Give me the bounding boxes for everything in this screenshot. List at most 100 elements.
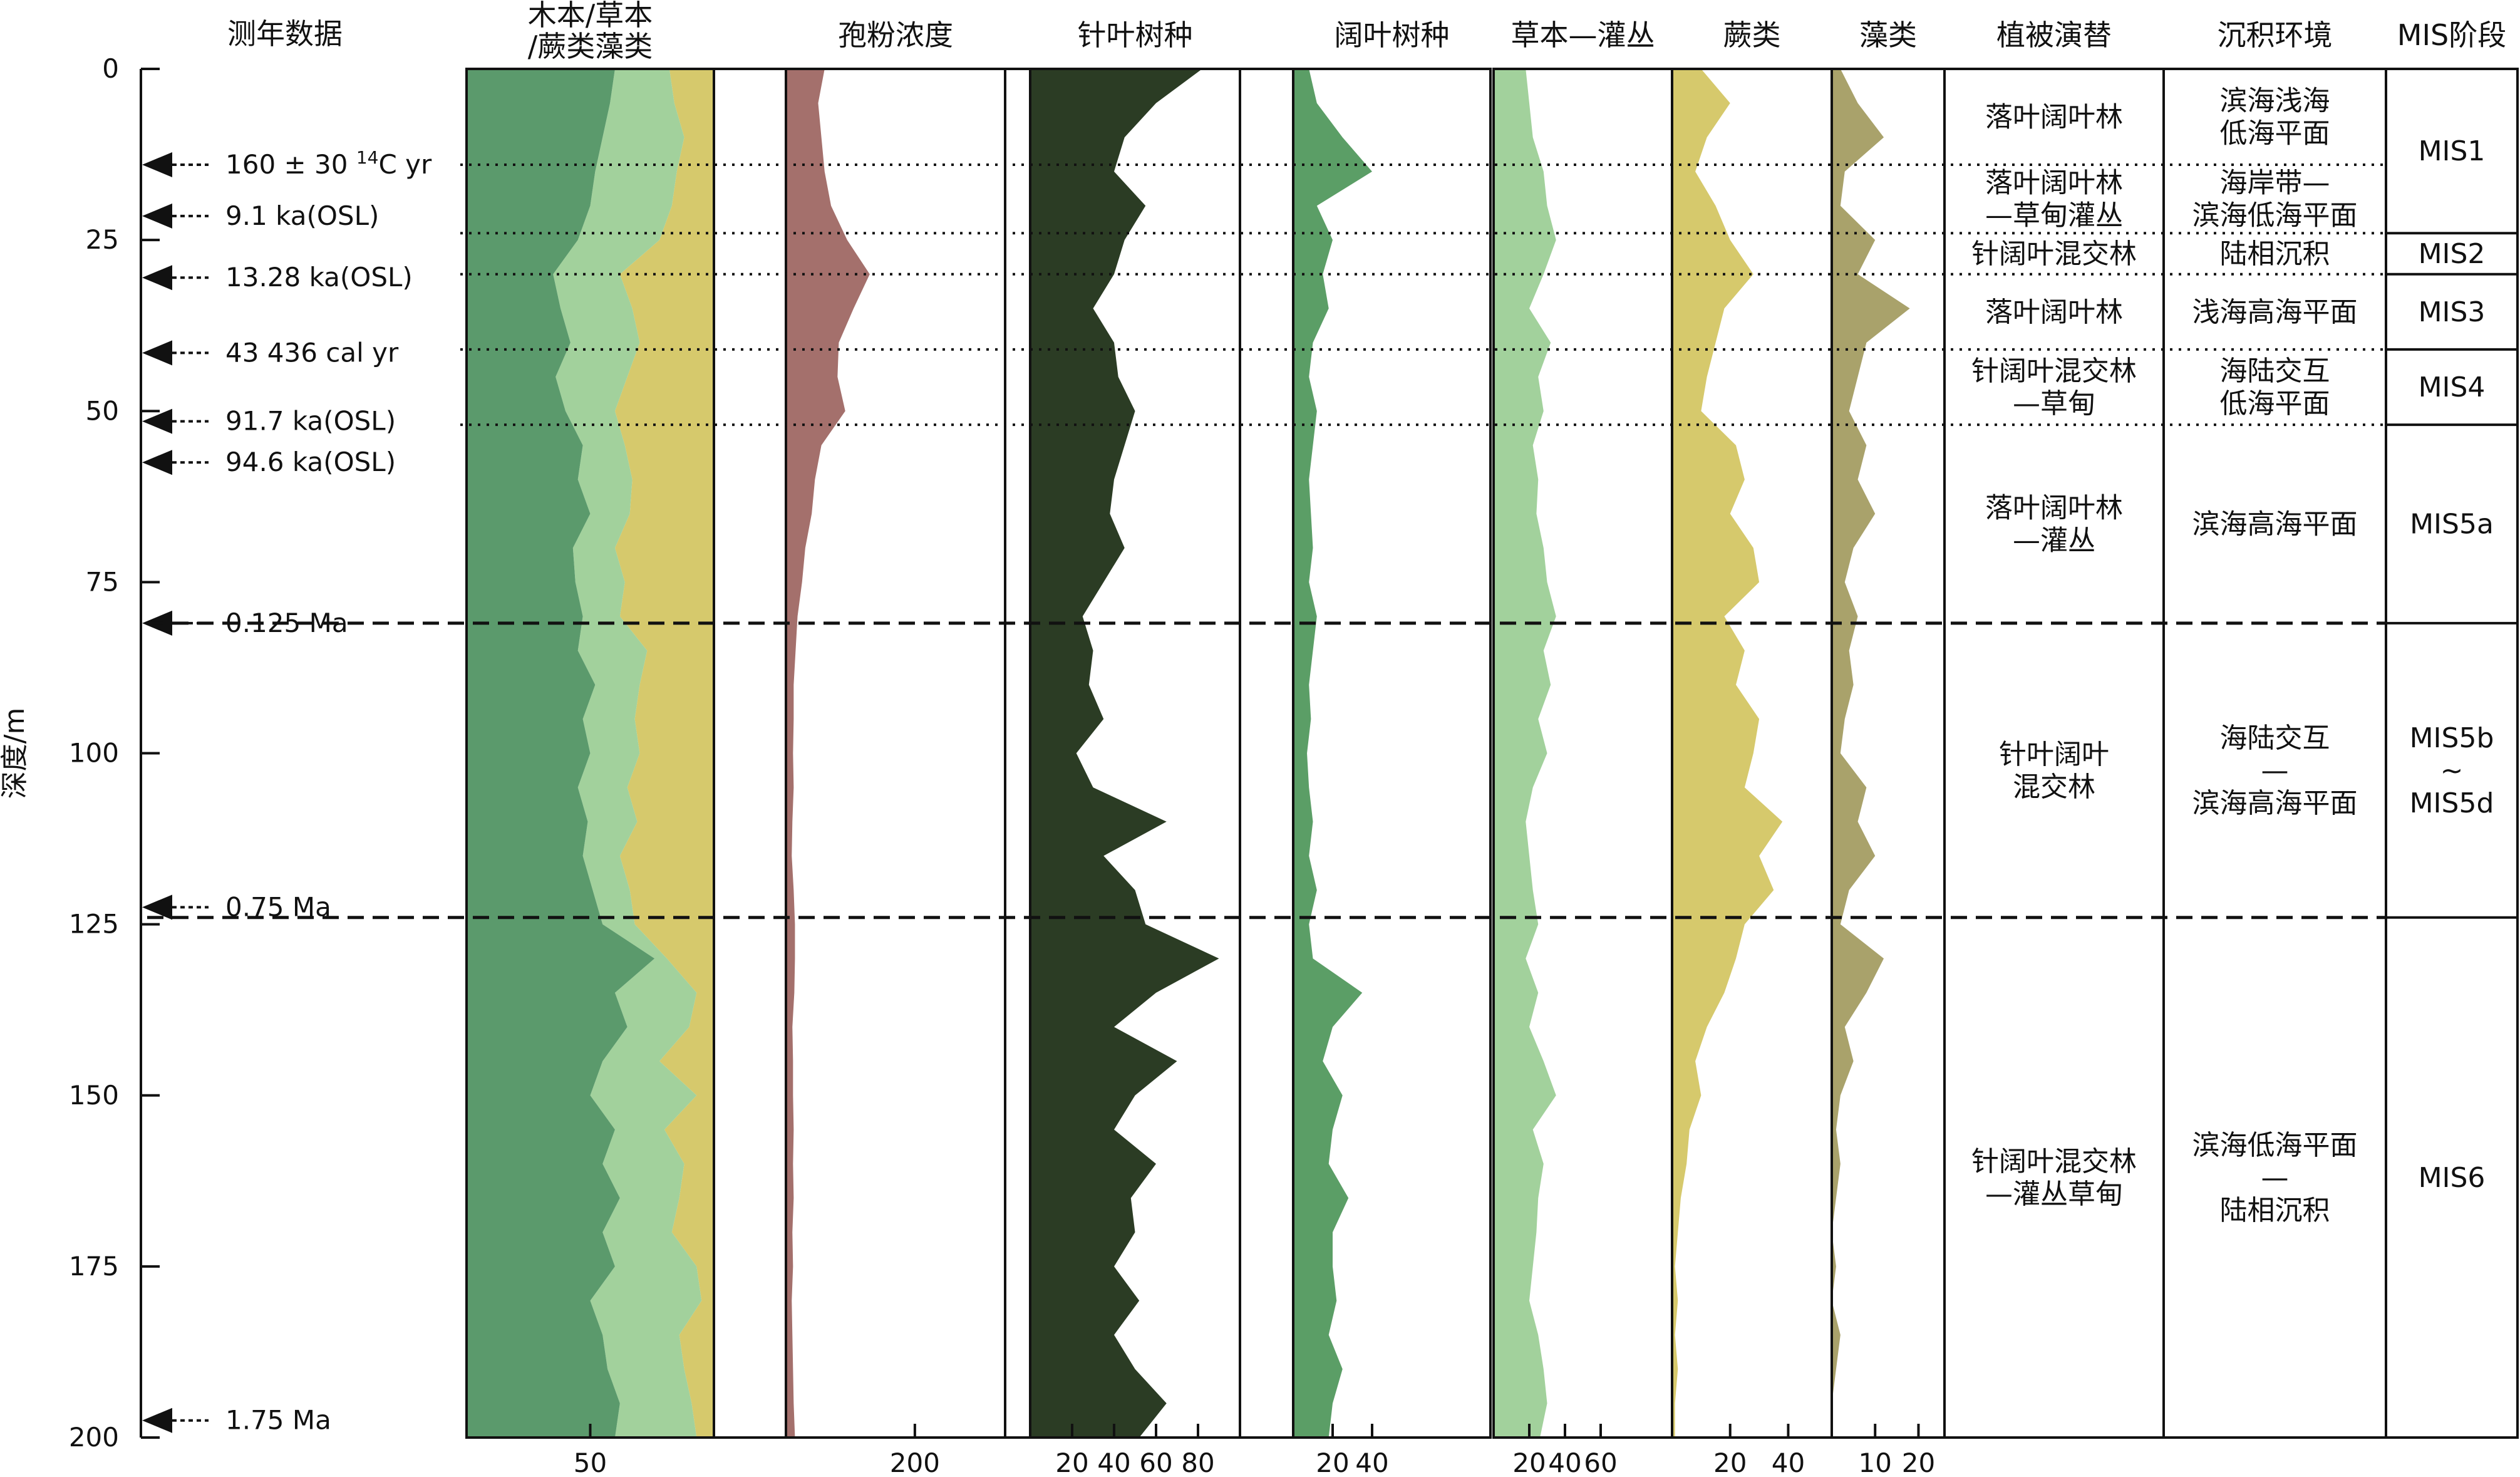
depth-tick-label: 175 (69, 1251, 119, 1282)
environment-zone-label: 滨海低海平面 (2192, 1129, 2358, 1161)
pollen-header: 孢粉浓度 (838, 18, 953, 52)
dating-arrow (142, 450, 172, 475)
composition-band-woody (467, 69, 655, 1438)
composition-header: 木本/草本 (528, 0, 653, 32)
pollen-area (786, 69, 870, 1438)
composition-tick-label: 50 (574, 1448, 607, 1477)
dating-arrow (142, 265, 172, 291)
environment-zone-label: 滨海低海平面 (2192, 200, 2358, 232)
conifer-tick-label: 20 (1055, 1448, 1088, 1477)
dating-label: 9.1 ka(OSL) (225, 200, 379, 231)
mis-label: MIS1 (2419, 135, 2486, 167)
broadleaf-header: 阔叶树种 (1335, 18, 1450, 52)
mis-label: MIS4 (2419, 371, 2486, 403)
environment-zone-label: 海岸带— (2220, 167, 2330, 199)
algae-tick-label: 20 (1902, 1448, 1935, 1477)
depth-axis-title: 深度/m (0, 708, 31, 799)
fern-tick-label: 20 (1713, 1448, 1747, 1477)
fern-tick-label: 40 (1772, 1448, 1805, 1477)
depth-tick-label: 75 (86, 566, 119, 597)
vegetation-zone-label: 落叶阔叶林 (1985, 296, 2123, 328)
conifer-header: 针叶树种 (1078, 18, 1193, 52)
vegetation-zone-label: 针阔叶混交林 (1971, 355, 2137, 387)
interpretation-frame (1943, 68, 2519, 1439)
broadleaf-tick-label: 20 (1316, 1448, 1349, 1477)
dating-label: 160 ± 30 14C yr (225, 147, 432, 180)
vegetation-zone-label: —草甸灌丛 (1985, 200, 2123, 232)
vegetation-header: 植被演替 (1996, 18, 2112, 52)
environment-zone-label: 低海平面 (2220, 117, 2330, 149)
mis-label: MIS5a (2410, 509, 2494, 541)
fern-header: 蕨类 (1723, 18, 1781, 52)
herb-tick-label: 60 (1584, 1448, 1617, 1477)
dating-label: 43 436 cal yr (225, 337, 399, 368)
mis-label: MIS3 (2419, 296, 2486, 328)
environment-zone-label: 滨海高海平面 (2192, 509, 2358, 541)
vegetation-zone-label: —灌丛 (2013, 525, 2095, 557)
dating-arrow (142, 894, 172, 920)
environment-header: 沉积环境 (2218, 18, 2333, 52)
environment-zone-label: 陆相沉积 (2220, 1195, 2330, 1226)
depth-tick-label: 100 (69, 738, 119, 769)
dating-arrow (142, 1407, 172, 1433)
environment-zone-label: 海陆交互 (2220, 722, 2330, 754)
dating-header: 测年数据 (227, 17, 343, 51)
conifer-tick-label: 80 (1181, 1448, 1214, 1477)
environment-zone-label: 陆相沉积 (2220, 238, 2330, 270)
composition-band-fern-algae (615, 69, 714, 1438)
environment-zone-label: — (2261, 1162, 2289, 1194)
herb-header: 草本—灌丛 (1511, 18, 1655, 52)
environment-zone-label: 浅海高海平面 (2192, 296, 2358, 328)
mis-label: MIS6 (2419, 1162, 2486, 1194)
vegetation-zone-label: —草甸 (2013, 388, 2095, 420)
column-frame (1004, 68, 1031, 1439)
vegetation-zone-label: 针阔叶混交林 (1971, 1146, 2137, 1178)
column-frame (1292, 68, 1492, 1439)
dating-arrow (142, 203, 172, 229)
conifer-tick-label: 60 (1139, 1448, 1172, 1477)
depth-tick-label: 50 (86, 395, 119, 426)
depth-tick-label: 150 (69, 1080, 119, 1111)
vegetation-zone-label: 落叶阔叶林 (1985, 492, 2123, 524)
environment-zone-label: 滨海高海平面 (2192, 787, 2358, 819)
mis-label: MIS5b (2410, 722, 2494, 754)
environment-zone-label: — (2261, 755, 2289, 787)
vegetation-zone-label: 落叶阔叶林 (1985, 167, 2123, 199)
algae-header: 藻类 (1859, 18, 1917, 52)
mis-label: ~ (2440, 755, 2464, 787)
dating-label: 13.28 ka(OSL) (225, 262, 413, 293)
vegetation-zone-label: 混交林 (2013, 771, 2095, 803)
dating-label: 94.6 ka(OSL) (225, 447, 396, 477)
broadleaf-tick-label: 40 (1355, 1448, 1388, 1477)
depth-tick-label: 125 (69, 909, 119, 940)
algae-area (1832, 69, 1910, 1438)
environment-zone-label: 海陆交互 (2220, 355, 2330, 387)
vegetation-zone-label: 针叶阔叶 (1999, 738, 2109, 770)
composition-header: /蕨类藻类 (528, 29, 653, 63)
vegetation-zone-label: 针阔叶混交林 (1971, 238, 2137, 270)
fern-area (1672, 69, 1783, 1438)
depth-tick-label: 0 (102, 53, 119, 84)
broadleaf-area (1293, 69, 1372, 1438)
mis-header: MIS阶段 (2397, 18, 2506, 52)
environment-zone-label: 滨海浅海 (2220, 85, 2330, 117)
dating-label: 91.7 ka(OSL) (225, 406, 396, 437)
vegetation-zone-label: 落叶阔叶林 (1985, 101, 2123, 133)
herb-tick-label: 40 (1548, 1448, 1581, 1477)
pollen-tick-label: 200 (890, 1448, 940, 1477)
dating-arrow (142, 408, 172, 434)
dating-label: 1.75 Ma (225, 1405, 331, 1436)
dating-arrow (142, 152, 172, 177)
mis-label: MIS2 (2419, 238, 2486, 270)
conifer-tick-label: 40 (1097, 1448, 1130, 1477)
algae-tick-label: 10 (1859, 1448, 1892, 1477)
conifer-area (1030, 69, 1219, 1438)
mis-label: MIS5d (2410, 787, 2494, 819)
depth-tick-label: 200 (69, 1422, 119, 1453)
depth-tick-label: 25 (86, 224, 119, 255)
vegetation-zone-label: —灌丛草甸 (1985, 1178, 2123, 1210)
herb-area (1494, 69, 1556, 1438)
environment-zone-label: 低海平面 (2220, 388, 2330, 420)
herb-tick-label: 20 (1512, 1448, 1546, 1477)
